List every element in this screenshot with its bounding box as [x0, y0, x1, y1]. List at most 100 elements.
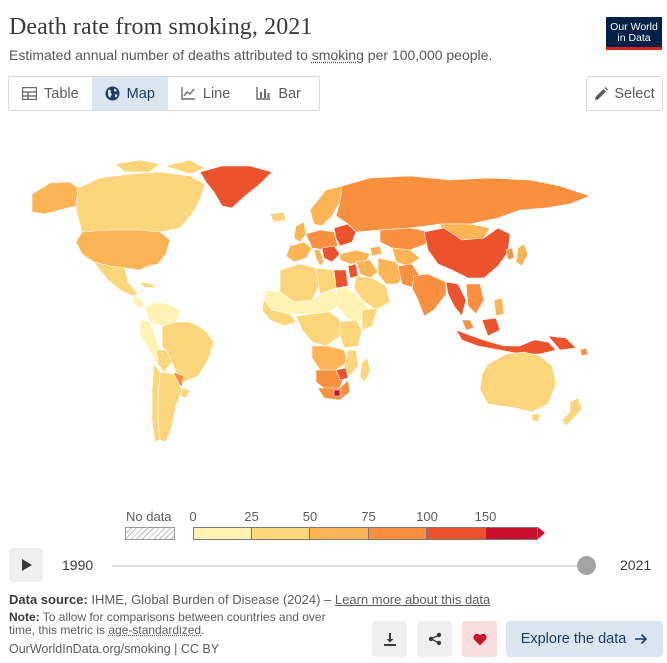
source-url[interactable]: OurWorldInData.org/smoking | CC BY: [9, 642, 220, 656]
legend-tick: 0: [189, 509, 197, 524]
region-uk[interactable]: [293, 221, 307, 243]
region-lesotho[interactable]: [333, 389, 341, 397]
legend-bin[interactable]: [368, 527, 427, 540]
legend-bin[interactable]: [427, 527, 486, 540]
favorite-button[interactable]: [462, 621, 497, 657]
region-libya[interactable]: [315, 267, 337, 295]
explore-data-button[interactable]: Explore the data: [506, 621, 663, 657]
region-balkans[interactable]: [321, 245, 341, 263]
share-button[interactable]: [417, 621, 452, 657]
region-new-zealand[interactable]: [561, 397, 583, 427]
region-indonesia[interactable]: [455, 329, 557, 355]
region-philippines[interactable]: [493, 297, 505, 317]
legend-bin[interactable]: [193, 527, 252, 540]
line-chart-icon: [181, 87, 195, 100]
age-standardized-link[interactable]: age-standardized: [108, 623, 202, 637]
map-legend: No data 0 25 50 75 100 150: [0, 505, 667, 545]
tab-table[interactable]: Table: [9, 77, 92, 110]
region-lebanon-jordan[interactable]: [347, 263, 359, 279]
timeline: 1990 2021: [0, 545, 667, 585]
region-canada-islands[interactable]: [114, 159, 206, 175]
region-argentina[interactable]: [157, 371, 183, 443]
region-papua[interactable]: [547, 335, 577, 351]
chart-tabs: Table Map Line Bar: [8, 76, 320, 111]
region-west-africa-coast[interactable]: [261, 299, 297, 327]
pencil-icon: [595, 86, 609, 100]
region-cuba[interactable]: [139, 281, 157, 289]
data-source: Data source: IHME, Global Burden of Dise…: [9, 592, 491, 607]
no-data-swatch: [125, 527, 175, 540]
region-pacific-islands[interactable]: [579, 347, 589, 357]
download-button[interactable]: [372, 621, 407, 657]
region-alaska[interactable]: [31, 181, 79, 215]
timeline-end-year[interactable]: 2021: [620, 557, 652, 573]
select-countries-button[interactable]: Select: [586, 76, 663, 111]
region-east-africa[interactable]: [339, 319, 363, 349]
legend-open-end-arrow: [537, 527, 545, 539]
chart-title: Death rate from smoking, 2021: [9, 14, 313, 40]
timeline-track[interactable]: [112, 565, 587, 567]
bar-chart-icon: [256, 87, 271, 100]
region-mexico[interactable]: [93, 261, 139, 297]
region-canada[interactable]: [75, 171, 206, 233]
timeline-handle[interactable]: [577, 556, 596, 575]
region-somalia[interactable]: [361, 307, 379, 331]
region-australia[interactable]: [479, 351, 557, 413]
region-greenland[interactable]: [199, 165, 273, 209]
region-usa[interactable]: [75, 229, 171, 271]
region-borneo[interactable]: [481, 317, 501, 337]
region-iran[interactable]: [377, 257, 405, 285]
chart-note: Note: To allow for comparisons between c…: [9, 610, 326, 637]
legend-tick: 75: [361, 509, 376, 524]
region-korea[interactable]: [505, 247, 515, 261]
region-france-spain[interactable]: [285, 241, 313, 263]
region-colombia-venezuela[interactable]: [144, 301, 181, 327]
region-egypt[interactable]: [333, 269, 349, 289]
region-china[interactable]: [423, 227, 511, 279]
region-central-europe[interactable]: [305, 229, 339, 251]
region-mozambique[interactable]: [343, 349, 359, 377]
region-brazil[interactable]: [161, 321, 215, 383]
tab-map[interactable]: Map: [91, 77, 168, 110]
region-italy[interactable]: [313, 249, 325, 267]
region-iraq-syria[interactable]: [355, 259, 379, 279]
no-data-label: No data: [126, 509, 172, 524]
tab-bar[interactable]: Bar: [243, 77, 314, 110]
region-japan[interactable]: [515, 243, 529, 267]
globe-icon: [105, 86, 120, 101]
world-map: [31, 159, 591, 443]
region-caucasus[interactable]: [369, 245, 383, 257]
timeline-start-year[interactable]: 1990: [62, 557, 94, 573]
subtitle-link[interactable]: smoking: [311, 47, 364, 63]
region-central-asia[interactable]: [391, 247, 421, 267]
region-saudi-arabia[interactable]: [353, 275, 391, 311]
region-chile[interactable]: [151, 363, 161, 443]
legend-color-bins: [193, 527, 545, 540]
arrow-right-icon: [635, 633, 648, 645]
region-uruguay[interactable]: [179, 387, 191, 399]
region-scandinavia[interactable]: [309, 185, 343, 227]
region-russia[interactable]: [335, 175, 591, 233]
owid-logo[interactable]: Our World in Data: [606, 17, 662, 50]
region-tasmania[interactable]: [531, 413, 541, 423]
region-indochina[interactable]: [465, 283, 485, 315]
region-malaysia[interactable]: [461, 319, 475, 331]
region-central-america[interactable]: [131, 295, 146, 309]
region-myanmar-thailand[interactable]: [445, 281, 467, 317]
region-kazakhstan[interactable]: [379, 227, 431, 251]
play-button[interactable]: [9, 548, 43, 582]
play-icon: [21, 559, 32, 571]
region-zimbabwe[interactable]: [335, 367, 349, 381]
region-iceland[interactable]: [269, 211, 287, 223]
region-central-africa[interactable]: [295, 311, 341, 347]
region-madagascar[interactable]: [359, 357, 371, 383]
chart-subtitle: Estimated annual number of deaths attrib…: [9, 47, 493, 63]
learn-more-link[interactable]: Learn more about this data: [334, 592, 491, 607]
region-india[interactable]: [411, 273, 447, 317]
legend-bin[interactable]: [251, 527, 310, 540]
region-angola-zambia[interactable]: [311, 345, 349, 371]
tab-line[interactable]: Line: [168, 77, 243, 110]
legend-bin[interactable]: [310, 527, 369, 540]
legend-bin[interactable]: [485, 527, 538, 540]
region-bolivia[interactable]: [155, 349, 173, 373]
